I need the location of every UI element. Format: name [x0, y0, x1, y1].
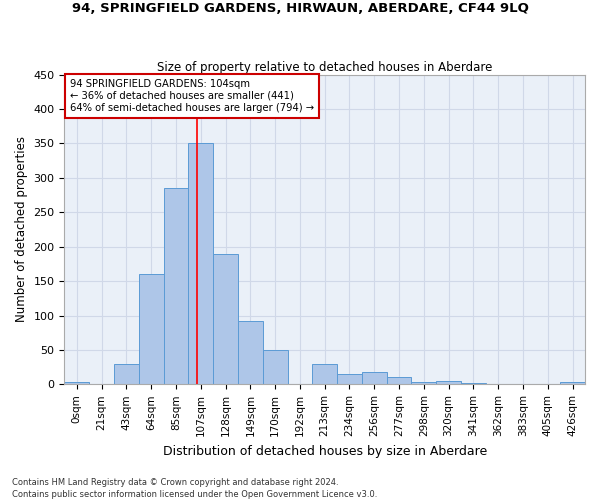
Bar	[188, 144, 213, 384]
Bar	[386, 378, 412, 384]
Title: Size of property relative to detached houses in Aberdare: Size of property relative to detached ho…	[157, 60, 493, 74]
Bar	[139, 274, 164, 384]
Bar	[238, 321, 263, 384]
Text: Contains HM Land Registry data © Crown copyright and database right 2024.
Contai: Contains HM Land Registry data © Crown c…	[12, 478, 377, 499]
Bar	[412, 382, 436, 384]
Bar	[362, 372, 386, 384]
Text: 94, SPRINGFIELD GARDENS, HIRWAUN, ABERDARE, CF44 9LQ: 94, SPRINGFIELD GARDENS, HIRWAUN, ABERDA…	[71, 2, 529, 16]
Bar	[213, 254, 238, 384]
Bar	[560, 382, 585, 384]
Bar	[263, 350, 287, 384]
Text: 94 SPRINGFIELD GARDENS: 104sqm
← 36% of detached houses are smaller (441)
64% of: 94 SPRINGFIELD GARDENS: 104sqm ← 36% of …	[70, 80, 314, 112]
Bar	[114, 364, 139, 384]
Bar	[164, 188, 188, 384]
Bar	[337, 374, 362, 384]
Bar	[64, 382, 89, 384]
X-axis label: Distribution of detached houses by size in Aberdare: Distribution of detached houses by size …	[163, 444, 487, 458]
Bar	[461, 383, 486, 384]
Bar	[313, 364, 337, 384]
Bar	[436, 381, 461, 384]
Y-axis label: Number of detached properties: Number of detached properties	[15, 136, 28, 322]
